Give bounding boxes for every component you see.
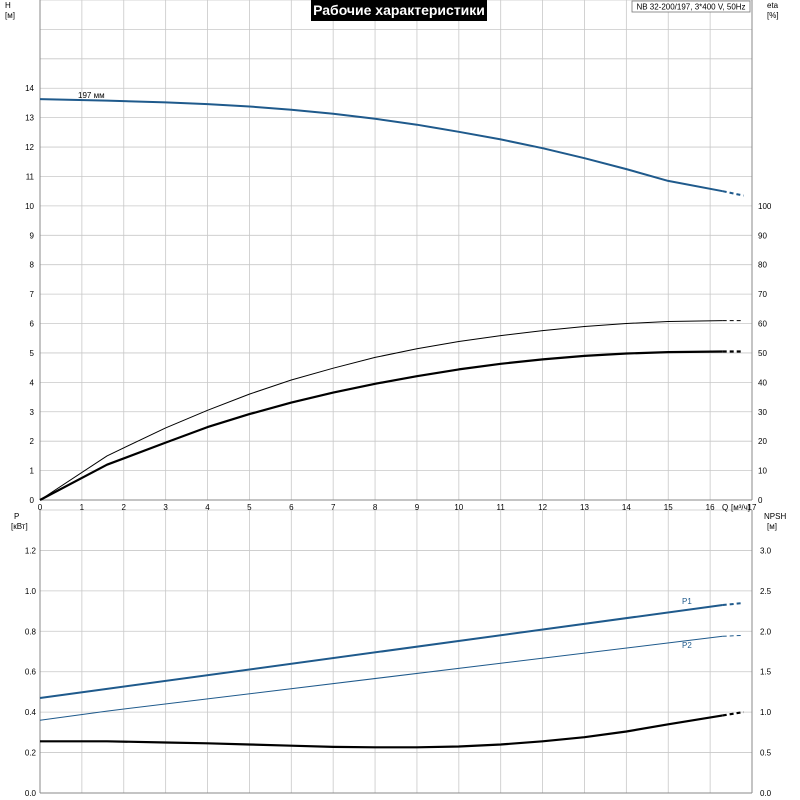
y-tick-label-eta: 60 bbox=[758, 320, 767, 329]
p2-label: P2 bbox=[682, 641, 692, 650]
y-tick-label-h: 12 bbox=[25, 143, 34, 152]
x-tick-label: 8 bbox=[373, 503, 378, 512]
x-tick-label: 12 bbox=[538, 503, 547, 512]
grid-layer bbox=[39, 0, 753, 794]
y-tick-label-p: 1.2 bbox=[25, 546, 37, 555]
y-left-axis-name: P bbox=[14, 512, 19, 521]
y-tick-label-npsh: 0.5 bbox=[760, 749, 772, 758]
y-tick-label-p: 0.4 bbox=[25, 708, 37, 717]
x-tick-label: 5 bbox=[247, 503, 252, 512]
x-tick-label: 16 bbox=[706, 503, 715, 512]
p2-line bbox=[39, 635, 723, 721]
y-tick-label-p: 0.0 bbox=[25, 789, 37, 798]
p2-line-extension bbox=[722, 634, 744, 637]
x-tick-label: 7 bbox=[331, 503, 336, 512]
p1-label: P1 bbox=[682, 597, 692, 606]
x-tick-label: 17 bbox=[748, 503, 757, 512]
y-tick-label-h: 2 bbox=[30, 437, 35, 446]
y-tick-label-p: 0.8 bbox=[25, 627, 37, 636]
axis-layer bbox=[39, 0, 753, 794]
y-tick-label-p: 0.2 bbox=[25, 749, 37, 758]
series-layer bbox=[39, 98, 744, 749]
y-tick-label-h: 7 bbox=[30, 290, 35, 299]
p1-line-extension bbox=[722, 602, 744, 606]
head-curve-line-extension bbox=[722, 190, 744, 197]
x-tick-label: 14 bbox=[622, 503, 631, 512]
x-tick-label: 0 bbox=[38, 503, 43, 512]
y-tick-label-h: 8 bbox=[30, 261, 35, 270]
y-tick-label-h: 6 bbox=[30, 320, 35, 329]
npsh-line bbox=[40, 714, 723, 749]
y-tick-label-h: 14 bbox=[25, 84, 34, 93]
y-left-axis-unit: [м] bbox=[5, 11, 15, 20]
x-tick-label: 4 bbox=[205, 503, 210, 512]
y-tick-label-eta: 40 bbox=[758, 378, 767, 387]
title-box bbox=[311, 0, 487, 21]
x-tick-label: 3 bbox=[163, 503, 168, 512]
chart-title: Рабочие характеристики bbox=[313, 2, 485, 18]
y-tick-label-eta: 50 bbox=[758, 349, 767, 358]
y-tick-label-npsh: 0.0 bbox=[760, 789, 772, 798]
y-tick-label-h: 3 bbox=[30, 408, 35, 417]
x-tick-label: 2 bbox=[122, 503, 127, 512]
x-axis-unit: [м³/ч] bbox=[731, 503, 750, 512]
y-left-axis-name: H bbox=[5, 1, 11, 10]
y-tick-label-eta: 70 bbox=[758, 290, 767, 299]
y-tick-label-npsh: 1.0 bbox=[760, 708, 772, 717]
y-right-axis-unit: [%] bbox=[767, 11, 779, 20]
y-tick-label-p: 1.0 bbox=[25, 587, 37, 596]
y-tick-label-h: 4 bbox=[30, 378, 35, 387]
model-label: NB 32-200/197, 3*400 V, 50Hz bbox=[636, 3, 745, 12]
y-tick-label-h: 11 bbox=[26, 172, 35, 181]
y-tick-label-eta: 30 bbox=[758, 408, 767, 417]
x-tick-label: 10 bbox=[454, 503, 463, 512]
y-tick-label-h: 5 bbox=[30, 349, 35, 358]
x-tick-label: 13 bbox=[580, 503, 589, 512]
head-curve-label: 197 мм bbox=[78, 91, 105, 100]
y-tick-label-h: 9 bbox=[30, 231, 35, 240]
y-tick-label-h: 0 bbox=[30, 496, 35, 505]
head-curve-line bbox=[39, 98, 723, 193]
label-layer: 0123456789101112131401020304050607080901… bbox=[5, 1, 786, 798]
x-tick-label: 11 bbox=[497, 503, 506, 512]
y-tick-label-eta: 100 bbox=[758, 202, 772, 211]
y-tick-label-npsh: 3.0 bbox=[760, 546, 772, 555]
y-tick-label-eta: 90 bbox=[758, 231, 767, 240]
x-tick-label: 9 bbox=[415, 503, 420, 512]
y-tick-label-p: 0.6 bbox=[25, 668, 37, 677]
y-right-axis-unit: [м] bbox=[767, 522, 777, 531]
y-tick-label-h: 1 bbox=[30, 467, 35, 476]
npsh-line-extension bbox=[722, 711, 744, 717]
y-tick-label-npsh: 1.5 bbox=[760, 668, 772, 677]
model-box bbox=[631, 0, 751, 13]
y-tick-label-npsh: 2.0 bbox=[760, 627, 772, 636]
y-tick-label-eta: 0 bbox=[758, 496, 763, 505]
y-tick-label-h: 13 bbox=[25, 114, 34, 123]
x-tick-label: 6 bbox=[289, 503, 294, 512]
p1-line bbox=[39, 604, 723, 699]
y-tick-label-npsh: 2.5 bbox=[760, 587, 772, 596]
y-tick-label-eta: 80 bbox=[758, 261, 767, 270]
x-tick-label: 15 bbox=[664, 503, 673, 512]
y-right-axis-name: NPSH bbox=[764, 512, 786, 521]
y-tick-label-eta: 20 bbox=[758, 437, 767, 446]
x-tick-label: 1 bbox=[80, 503, 85, 512]
y-tick-label-eta: 10 bbox=[758, 467, 767, 476]
y-left-axis-unit: [кВт] bbox=[11, 522, 28, 531]
efficiency-line bbox=[39, 350, 723, 501]
efficiency-thin-line bbox=[39, 320, 723, 501]
y-right-axis-name: eta bbox=[767, 1, 779, 10]
x-axis-name: Q bbox=[722, 503, 728, 512]
y-tick-label-h: 10 bbox=[25, 202, 34, 211]
